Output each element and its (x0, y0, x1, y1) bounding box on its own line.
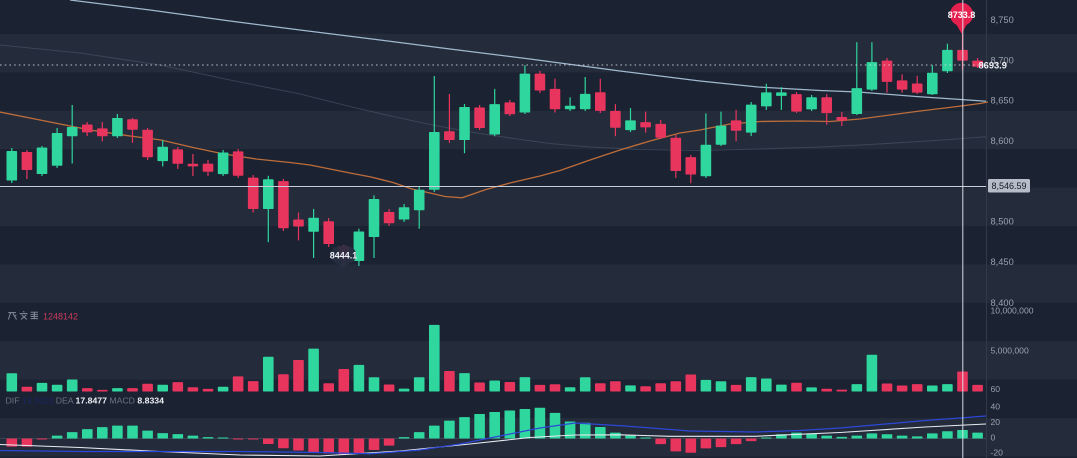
svg-text:20: 20 (991, 417, 1001, 427)
svg-text:8,600: 8,600 (991, 136, 1014, 146)
svg-text:8,700: 8,700 (991, 56, 1014, 66)
svg-text:40: 40 (991, 402, 1001, 412)
svg-text:8,750: 8,750 (991, 15, 1014, 25)
svg-text:8444.1: 8444.1 (330, 251, 358, 261)
svg-text:8,500: 8,500 (991, 217, 1014, 227)
svg-text:8,546.59: 8,546.59 (991, 181, 1026, 191)
svg-text:DIF 13.1022 DEA 17.8477 MACD 8: DIF 13.1022 DEA 17.8477 MACD 8.8334 (6, 396, 165, 406)
svg-text:5,000,000: 5,000,000 (991, 346, 1029, 356)
svg-text:8,650: 8,650 (991, 96, 1014, 106)
svg-text:60: 60 (991, 384, 1001, 394)
svg-text:8,400: 8,400 (991, 298, 1014, 308)
svg-text:8693.9: 8693.9 (979, 61, 1007, 71)
svg-text:-20: -20 (991, 448, 1004, 458)
svg-text:8733.8: 8733.8 (948, 10, 976, 20)
svg-text:10,000,000: 10,000,000 (991, 306, 1034, 316)
svg-text:8,450: 8,450 (991, 257, 1014, 267)
svg-text:0: 0 (991, 433, 996, 443)
svg-text:1248142: 1248142 (43, 312, 78, 322)
